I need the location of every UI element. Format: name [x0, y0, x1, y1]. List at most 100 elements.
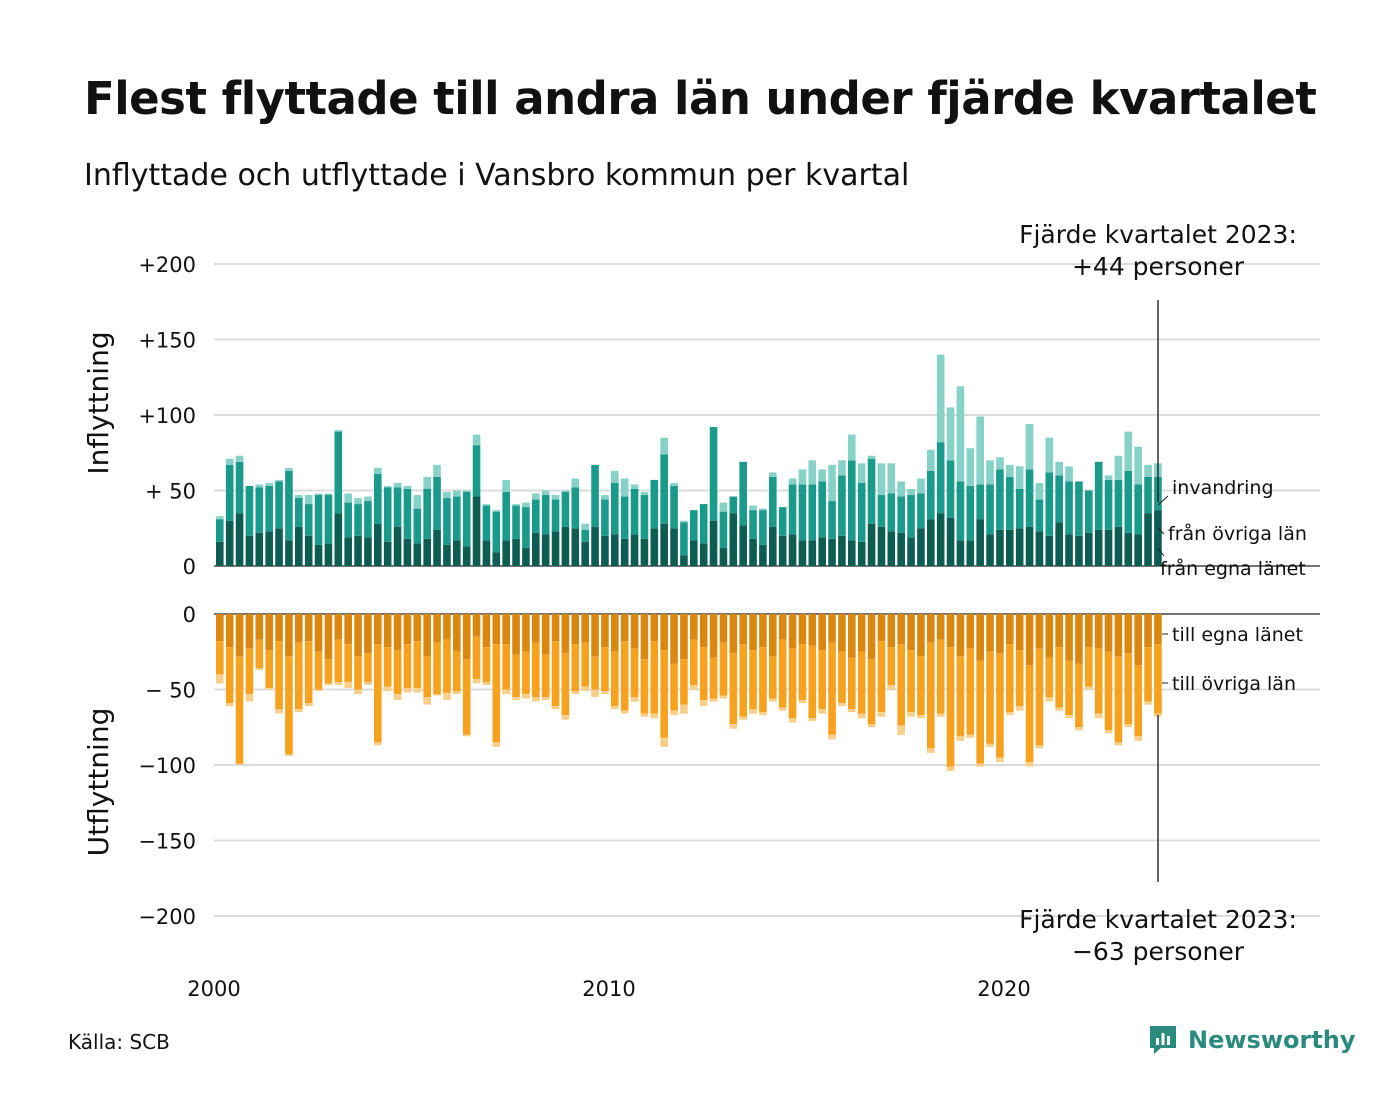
bar-in-0	[650, 528, 659, 566]
x-tick-label: 2010	[582, 977, 635, 1001]
inflyttning-bars	[216, 354, 1162, 566]
bar-out-0	[1144, 614, 1152, 648]
bar-out-1	[354, 656, 362, 690]
bar-out-2	[650, 713, 659, 719]
bar-out-2	[265, 687, 273, 690]
bar-out-2	[285, 754, 293, 756]
bar-out-0	[275, 614, 283, 642]
bar-out-1	[1075, 663, 1083, 728]
bar-in-2	[1006, 464, 1014, 477]
bar-in-1	[492, 511, 501, 553]
bar-in-2	[344, 493, 352, 503]
bar-out-0	[225, 614, 234, 648]
bar-out-0	[778, 614, 787, 640]
bar-out-0	[581, 614, 589, 643]
bar-out-1	[699, 647, 708, 701]
bar-out-1	[749, 650, 757, 710]
bar-out-1	[245, 648, 254, 695]
bar-out-0	[788, 614, 797, 649]
bar-out-1	[216, 641, 224, 675]
bar-in-0	[216, 541, 224, 566]
bar-out-0	[798, 614, 807, 645]
bar-out-2	[759, 712, 767, 716]
bar-out-1	[1144, 647, 1152, 702]
bar-out-0	[927, 614, 935, 643]
bar-in-1	[265, 485, 273, 532]
bar-out-0	[1015, 614, 1024, 651]
bar-out-0	[956, 614, 965, 657]
bar-out-1	[946, 647, 955, 767]
bar-in-2	[581, 523, 589, 530]
bar-out-2	[848, 709, 856, 713]
bar-out-1	[1124, 653, 1133, 725]
bar-in-1	[443, 498, 451, 545]
bar-in-2	[374, 467, 382, 474]
bar-in-0	[759, 544, 767, 566]
bar-in-2	[1065, 466, 1073, 482]
bar-in-1	[1104, 479, 1113, 530]
bar-out-1	[729, 653, 738, 725]
bar-out-2	[946, 766, 955, 772]
bar-in-0	[729, 513, 738, 566]
bar-out-2	[216, 674, 224, 684]
bar-in-0	[828, 538, 836, 566]
bar-in-1	[788, 484, 797, 535]
bar-in-1	[304, 504, 313, 536]
bar-out-2	[729, 724, 738, 729]
bar-out-0	[630, 614, 639, 649]
bar-out-0	[453, 614, 461, 652]
bar-in-0	[917, 528, 925, 566]
bar-out-2	[719, 695, 728, 699]
bar-in-0	[522, 547, 530, 566]
bar-out-0	[680, 614, 688, 660]
bar-out-2	[551, 706, 560, 710]
bar-out-0	[354, 614, 362, 657]
bar-out-2	[956, 736, 965, 741]
bar-out-2	[986, 743, 994, 747]
bar-in-1	[867, 458, 876, 524]
annotation-top-line1: Fjärde kvartalet 2023:	[1019, 220, 1297, 249]
bar-out-1	[630, 648, 639, 698]
bar-in-1	[1114, 479, 1123, 527]
bar-out-1	[532, 642, 540, 698]
bar-in-2	[996, 457, 1004, 470]
bar-out-0	[867, 614, 876, 660]
bar-in-1	[699, 504, 708, 544]
bar-out-0	[393, 614, 402, 651]
brand-logo[interactable]: Newsworthy	[1148, 1024, 1356, 1056]
bar-out-2	[374, 742, 382, 746]
bar-out-0	[403, 614, 412, 645]
bar-out-2	[1055, 707, 1063, 711]
bar-out-2	[778, 707, 787, 711]
bar-in-0	[897, 532, 905, 566]
bar-in-1	[1045, 472, 1054, 536]
bar-out-0	[344, 614, 352, 645]
bar-in-0	[472, 496, 481, 566]
bar-out-0	[857, 614, 866, 652]
bar-out-1	[690, 639, 698, 685]
bar-in-1	[927, 470, 935, 520]
bar-in-1	[630, 488, 639, 535]
bar-in-0	[907, 537, 915, 566]
bar-in-2	[601, 495, 609, 500]
bar-in-2	[571, 478, 580, 488]
bar-in-0	[660, 523, 668, 566]
bar-out-1	[1065, 660, 1073, 716]
bar-in-0	[235, 513, 244, 566]
bar-in-0	[1065, 534, 1073, 566]
bar-in-2	[295, 495, 303, 499]
bar-out-1	[225, 647, 234, 704]
bar-in-0	[1055, 522, 1063, 566]
bar-out-2	[354, 689, 362, 695]
bar-in-2	[1134, 446, 1142, 485]
bar-in-2	[1104, 475, 1113, 480]
bar-out-2	[739, 716, 747, 720]
bar-out-0	[897, 614, 905, 645]
bar-in-0	[512, 538, 520, 566]
bar-in-1	[245, 485, 254, 536]
bar-in-2	[759, 508, 767, 511]
bar-out-0	[848, 614, 856, 658]
bar-out-0	[492, 614, 501, 645]
bar-in-2	[966, 448, 975, 486]
bar-out-0	[887, 614, 896, 648]
